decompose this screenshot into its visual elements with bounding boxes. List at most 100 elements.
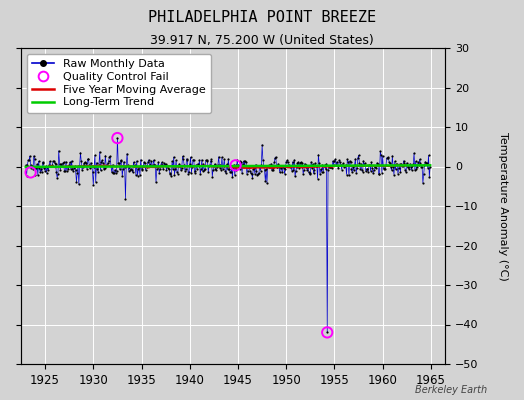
Point: [388, 152, 397, 159]
Point: [229, 164, 237, 170]
Point: [354, 155, 362, 162]
Point: [319, 168, 328, 175]
Point: [324, 166, 332, 173]
Point: [235, 163, 243, 170]
Point: [250, 170, 259, 177]
Point: [297, 164, 305, 170]
Point: [360, 162, 368, 168]
Point: [192, 162, 200, 168]
Point: [237, 158, 245, 165]
Point: [328, 165, 336, 171]
Point: [333, 163, 342, 169]
Point: [380, 166, 388, 172]
Point: [278, 169, 287, 176]
Point: [245, 164, 254, 170]
Point: [332, 162, 340, 168]
Point: [329, 158, 337, 164]
Point: [357, 167, 366, 174]
Point: [131, 162, 139, 168]
Point: [409, 161, 418, 167]
Point: [38, 168, 46, 175]
Point: [387, 167, 396, 174]
Point: [337, 162, 345, 168]
Point: [69, 168, 78, 174]
Point: [283, 159, 292, 166]
Point: [75, 162, 84, 169]
Point: [256, 163, 264, 169]
Point: [115, 160, 123, 167]
Point: [142, 163, 150, 170]
Point: [164, 164, 172, 171]
Point: [31, 171, 40, 178]
Point: [206, 162, 214, 168]
Point: [230, 162, 238, 168]
Point: [181, 166, 190, 172]
Point: [366, 162, 374, 169]
Point: [61, 168, 69, 174]
Point: [421, 158, 430, 165]
Point: [351, 156, 359, 162]
Point: [35, 158, 43, 164]
Point: [316, 171, 324, 177]
Point: [73, 170, 81, 176]
Point: [216, 162, 224, 168]
Point: [384, 154, 392, 161]
Point: [23, 162, 31, 168]
Point: [345, 158, 354, 164]
Point: [47, 163, 56, 169]
Point: [400, 160, 409, 167]
Point: [199, 161, 208, 167]
Point: [369, 167, 378, 174]
Point: [288, 168, 296, 174]
Point: [173, 170, 182, 177]
Point: [74, 163, 82, 169]
Point: [90, 163, 99, 170]
Point: [353, 164, 361, 171]
Point: [144, 159, 152, 165]
Point: [292, 168, 300, 174]
Point: [161, 162, 169, 168]
Point: [376, 148, 385, 154]
Point: [405, 166, 413, 172]
Point: [57, 161, 66, 167]
Point: [93, 166, 102, 172]
Point: [307, 159, 315, 165]
Point: [244, 168, 252, 174]
Point: [88, 162, 96, 169]
Point: [378, 169, 386, 176]
Point: [202, 157, 210, 164]
Point: [190, 157, 198, 163]
Point: [304, 164, 312, 170]
Point: [411, 167, 419, 173]
Point: [21, 162, 30, 168]
Point: [335, 157, 344, 164]
Point: [295, 165, 303, 171]
Point: [286, 164, 294, 170]
Point: [161, 161, 170, 167]
Point: [226, 169, 235, 176]
Point: [113, 135, 122, 141]
Point: [77, 158, 85, 164]
Point: [147, 158, 156, 165]
Point: [26, 169, 35, 176]
Point: [66, 159, 74, 166]
Point: [268, 165, 277, 171]
Point: [170, 172, 179, 178]
Point: [117, 158, 126, 164]
Point: [226, 169, 234, 175]
Point: [136, 172, 144, 178]
Point: [112, 170, 120, 176]
Point: [247, 170, 255, 177]
Point: [364, 168, 373, 175]
Point: [188, 164, 196, 170]
Point: [425, 174, 433, 180]
Point: [336, 159, 344, 165]
Point: [205, 162, 213, 169]
Point: [287, 163, 295, 170]
Point: [96, 167, 105, 174]
Point: [173, 169, 181, 175]
Point: [374, 161, 382, 167]
Point: [92, 160, 101, 166]
Point: [121, 164, 129, 170]
Point: [420, 170, 428, 177]
